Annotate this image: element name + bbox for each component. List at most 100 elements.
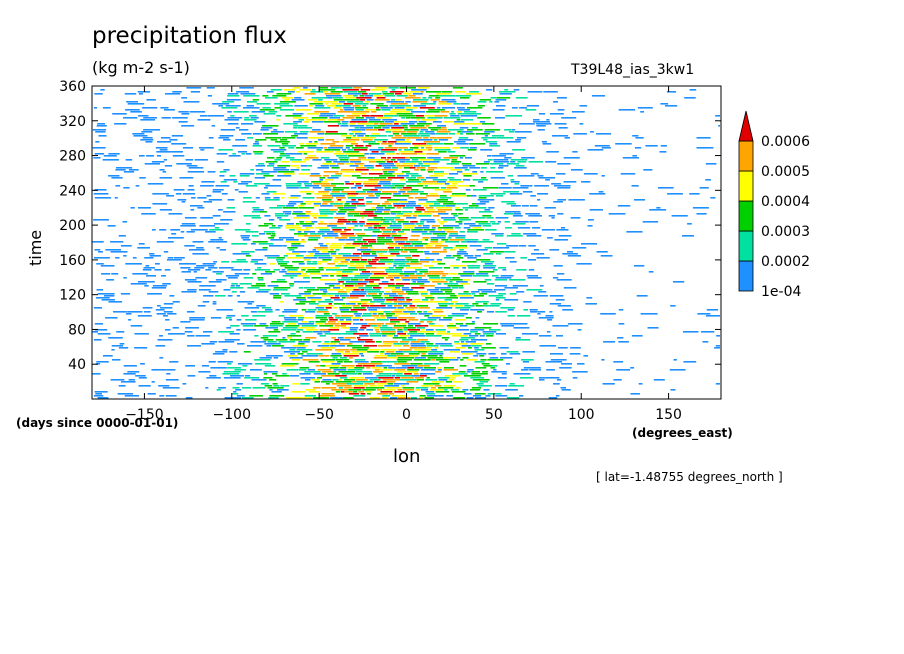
field-cell: [97, 397, 109, 399]
field-cell: [443, 219, 456, 221]
field-cell: [254, 177, 266, 179]
field-cell: [460, 119, 474, 121]
field-cell: [312, 261, 318, 263]
field-cell: [267, 157, 275, 159]
field-cell: [230, 375, 244, 377]
field-cell: [181, 125, 195, 127]
field-cell: [212, 303, 217, 305]
field-cell: [453, 397, 465, 399]
field-cell: [476, 353, 487, 355]
field-cell: [152, 203, 168, 205]
field-cell: [205, 269, 212, 271]
field-cell: [354, 367, 365, 369]
field-cell: [342, 95, 353, 97]
field-cell: [537, 193, 549, 195]
field-cell: [194, 267, 205, 269]
field-cell: [245, 185, 258, 187]
field-cell: [373, 381, 379, 383]
field-cell: [290, 195, 301, 197]
field-cell: [340, 141, 356, 143]
field-cell: [222, 349, 228, 351]
field-cell: [329, 117, 341, 119]
field-cell: [344, 391, 353, 393]
field-cell: [452, 255, 461, 257]
field-cell: [427, 289, 439, 291]
field-cell: [441, 337, 450, 339]
field-cell: [205, 231, 216, 233]
field-cell: [313, 203, 321, 205]
field-cell: [393, 263, 406, 265]
field-cell: [490, 303, 502, 305]
field-cell: [433, 215, 440, 217]
field-cell: [348, 377, 365, 379]
field-cell: [447, 285, 463, 287]
field-cell: [363, 253, 371, 255]
colorbar-label: 0.0002: [761, 254, 810, 270]
field-cell: [395, 279, 402, 281]
field-cell: [526, 105, 540, 107]
field-cell: [332, 229, 342, 231]
field-cell: [313, 255, 331, 257]
field-cell: [277, 165, 291, 167]
field-cell: [263, 377, 273, 379]
field-cell: [334, 339, 340, 341]
field-cell: [344, 153, 359, 155]
field-cell: [258, 243, 274, 245]
field-cell: [431, 359, 436, 361]
field-cell: [523, 301, 532, 303]
field-cell: [478, 181, 484, 183]
field-cell: [436, 93, 451, 95]
field-cell: [338, 239, 346, 241]
field-cell: [319, 179, 324, 181]
field-cell: [316, 311, 329, 313]
field-cell: [341, 277, 354, 279]
field-cell: [443, 225, 460, 227]
field-cell: [374, 99, 390, 101]
field-cell: [465, 323, 475, 325]
field-cell: [375, 165, 382, 167]
field-cell: [307, 239, 318, 241]
field-cell: [553, 383, 560, 385]
field-cell: [330, 243, 345, 245]
field-cell: [393, 343, 409, 345]
field-cell: [338, 291, 347, 293]
field-cell: [356, 267, 365, 269]
field-cell: [92, 147, 106, 149]
field-cell: [443, 121, 454, 123]
field-cell: [419, 131, 424, 133]
field-cell: [130, 111, 142, 113]
field-cell: [333, 293, 348, 295]
field-cell: [383, 115, 399, 117]
field-cell: [293, 281, 310, 283]
field-cell: [323, 175, 329, 177]
field-cell: [666, 91, 677, 93]
field-cell: [163, 251, 169, 253]
field-cell: [315, 323, 324, 325]
field-cell: [476, 249, 488, 251]
field-cell: [424, 245, 433, 247]
field-cell: [366, 367, 371, 369]
field-cell: [262, 125, 279, 127]
field-cell: [475, 397, 487, 399]
field-cell: [504, 251, 516, 253]
field-cell: [378, 373, 393, 375]
field-cell: [353, 307, 366, 309]
field-cell: [356, 97, 372, 99]
field-cell: [349, 237, 363, 239]
field-cell: [247, 101, 258, 103]
field-cell: [276, 93, 292, 95]
field-cell: [384, 147, 399, 149]
field-cell: [156, 155, 161, 157]
field-cell: [399, 189, 411, 191]
field-cell: [421, 353, 426, 355]
field-cell: [475, 301, 489, 303]
field-cell: [397, 231, 404, 233]
field-cell: [476, 259, 491, 261]
field-cell: [379, 181, 391, 183]
field-cell: [386, 263, 392, 265]
field-cell: [304, 371, 321, 373]
field-cell: [100, 265, 115, 267]
field-cell: [460, 103, 470, 105]
field-cell: [375, 365, 392, 367]
field-cell: [120, 293, 131, 295]
